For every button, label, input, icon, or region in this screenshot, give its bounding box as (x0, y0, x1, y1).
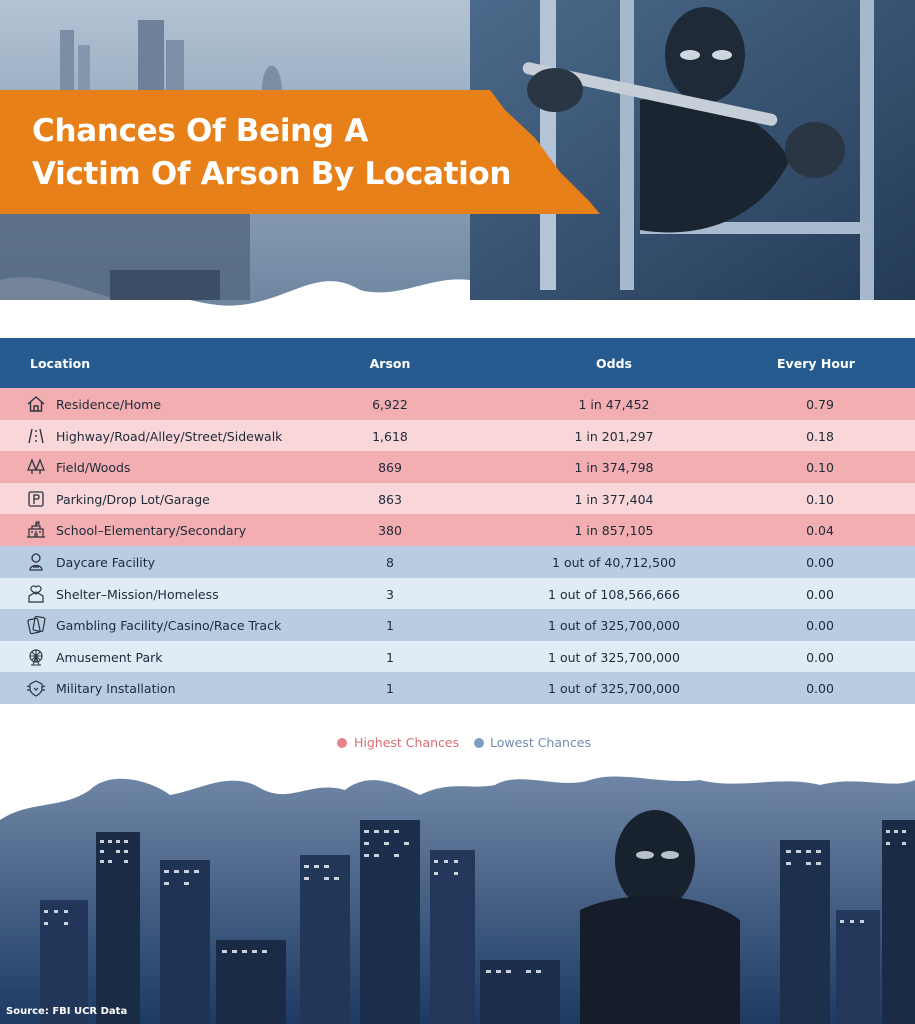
cell-odds: 1 in 377,404 (574, 491, 654, 507)
cell-every-hour: 0.00 (806, 649, 834, 665)
column-header-arson: Arson (369, 356, 411, 371)
cell-every-hour: 0.04 (806, 523, 834, 539)
cell-every-hour: 0.00 (806, 681, 834, 697)
table-row: Field/Woods 869 1 in 374,798 0.10 (0, 451, 915, 483)
cell-odds: 1 out of 108,566,666 (548, 586, 680, 602)
hero-illustration (0, 0, 915, 340)
cell-arson: 1 (386, 618, 394, 634)
cell-odds: 1 in 47,452 (578, 397, 650, 412)
cell-odds: 1 in 857,105 (574, 523, 654, 539)
page-title-line-1: Chances Of Being A (32, 113, 369, 149)
cell-every-hour: 0.10 (806, 460, 834, 476)
column-header-odds: Odds (596, 356, 632, 371)
page-title: Chances Of Being A Victim Of Arson By Lo… (32, 110, 592, 196)
table-header: Location Arson Odds Every Hour (0, 338, 915, 388)
cell-odds: 1 out of 325,700,000 (548, 618, 680, 634)
highest-chances-swatch (337, 738, 347, 748)
cell-arson: 869 (378, 460, 402, 476)
cell-odds: 1 in 201,297 (574, 428, 654, 444)
table-row: School–Elementary/Secondary 380 1 in 857… (0, 514, 915, 546)
cell-location: School–Elementary/Secondary (56, 523, 247, 539)
cell-arson: 1 (386, 681, 394, 697)
ferris-wheel-icon (29, 649, 43, 666)
skyline-art (0, 776, 915, 1024)
table-row: Military Installation 1 1 out of 325,700… (0, 672, 915, 704)
legend-highest-label: Highest Chances (354, 735, 460, 750)
source-note: Source: FBI UCR Data (6, 1006, 128, 1017)
cell-arson: 863 (378, 491, 402, 507)
cell-arson: 8 (386, 554, 394, 570)
table-row: Amusement Park 1 1 out of 325,700,000 0.… (0, 640, 915, 673)
cell-odds: 1 out of 40,712,500 (552, 554, 676, 570)
cell-location: Highway/Road/Alley/Street/Sidewalk (56, 428, 283, 444)
column-header-every-hour: Every Hour (777, 356, 855, 371)
table-row: Highway/Road/Alley/Street/Sidewalk 1,618… (0, 419, 915, 452)
school-icon (27, 521, 45, 538)
cell-arson: 1,618 (372, 428, 408, 444)
trees-icon (27, 458, 45, 475)
cell-every-hour: 0.00 (806, 586, 834, 602)
house-icon (27, 396, 45, 412)
table-row: Parking/Drop Lot/Garage 863 1 in 377,404… (0, 482, 915, 515)
cell-location: Military Installation (56, 681, 176, 697)
cell-odds: 1 out of 325,700,000 (548, 681, 680, 697)
cell-arson: 6,922 (372, 397, 408, 412)
parking-icon (28, 491, 44, 507)
table-row: Gambling Facility/Casino/Race Track 1 1 … (0, 609, 915, 641)
title-banner (0, 90, 600, 214)
column-header-location: Location (30, 356, 91, 371)
cell-arson: 3 (386, 586, 394, 602)
cell-every-hour: 0.00 (806, 618, 834, 634)
hero-background-art (0, 0, 915, 306)
table-row: Shelter–Mission/Homeless 3 1 out of 108,… (0, 577, 915, 610)
lowest-chances-swatch (474, 738, 484, 748)
cell-every-hour: 0.79 (806, 397, 834, 412)
cell-odds: 1 out of 325,700,000 (548, 649, 680, 665)
cell-location: Amusement Park (56, 649, 163, 665)
shelter-icon (28, 584, 44, 603)
cell-location: Residence/Home (56, 397, 162, 412)
cell-every-hour: 0.18 (806, 428, 834, 444)
cell-every-hour: 0.10 (806, 491, 834, 507)
cards-icon (27, 616, 46, 635)
page-title-line-2: Victim Of Arson By Location (32, 156, 512, 192)
cell-location: Gambling Facility/Casino/Race Track (56, 618, 282, 634)
table-row: Residence/Home 6,922 1 in 47,452 0.79 (0, 388, 915, 420)
cell-arson: 380 (378, 523, 402, 539)
city-skyline-illustration (0, 760, 915, 1024)
cell-location: Shelter–Mission/Homeless (56, 586, 219, 602)
road-icon (28, 428, 44, 443)
arson-odds-table: Location Arson Odds Every Hour Residence… (0, 338, 915, 704)
cell-every-hour: 0.00 (806, 554, 834, 570)
military-badge-icon (26, 680, 46, 698)
table-row: Daycare Facility 8 1 out of 40,712,500 0… (0, 545, 915, 578)
cell-location: Daycare Facility (56, 554, 156, 570)
cell-odds: 1 in 374,798 (574, 460, 654, 476)
legend-lowest-label: Lowest Chances (490, 735, 592, 750)
baby-icon (29, 553, 43, 571)
cell-arson: 1 (386, 649, 394, 665)
cell-location: Parking/Drop Lot/Garage (56, 491, 210, 507)
cell-location: Field/Woods (56, 460, 131, 476)
